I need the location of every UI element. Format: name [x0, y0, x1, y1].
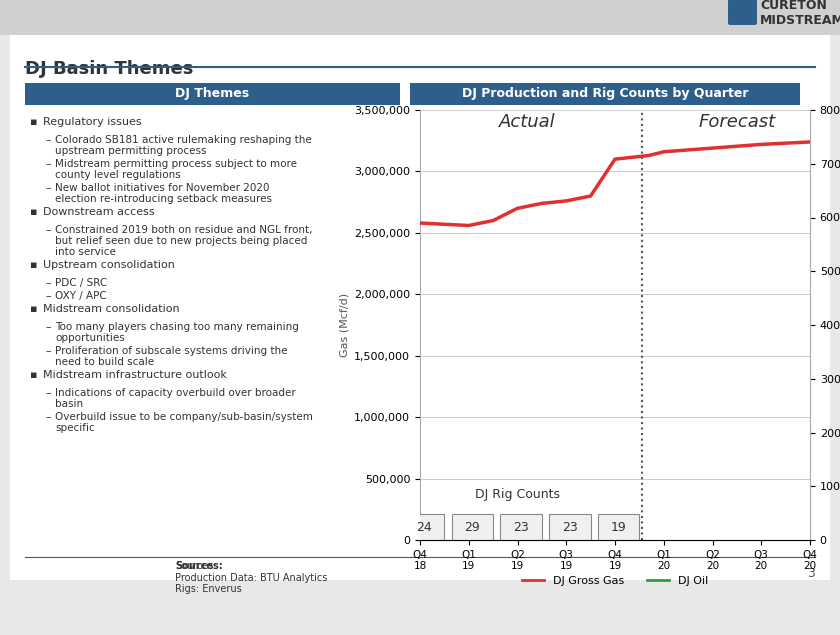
Text: Midstream consolidation: Midstream consolidation — [43, 304, 180, 314]
Text: 23: 23 — [562, 521, 578, 534]
Text: ▪: ▪ — [30, 260, 38, 270]
Bar — [410, 83, 800, 105]
Text: –: – — [45, 291, 50, 301]
Text: 3: 3 — [807, 567, 815, 580]
Bar — [598, 514, 639, 541]
Text: OXY / APC: OXY / APC — [55, 291, 107, 301]
Text: DJ Rig Counts: DJ Rig Counts — [475, 488, 560, 501]
Text: but relief seen due to new projects being placed: but relief seen due to new projects bein… — [55, 236, 307, 246]
Text: need to build scale: need to build scale — [55, 357, 154, 367]
Text: Upstream consolidation: Upstream consolidation — [43, 260, 175, 270]
Text: Forecast: Forecast — [698, 113, 775, 131]
Text: –: – — [45, 225, 50, 235]
Text: election re-introducing setback measures: election re-introducing setback measures — [55, 194, 272, 204]
Text: Constrained 2019 both on residue and NGL front,: Constrained 2019 both on residue and NGL… — [55, 225, 312, 235]
Text: –: – — [45, 278, 50, 288]
Text: opportunities: opportunities — [55, 333, 125, 343]
Text: –: – — [45, 159, 50, 169]
Text: Sources:
Production Data: BTU Analytics
Rigs: Enverus: Sources: Production Data: BTU Analytics … — [175, 561, 328, 594]
Text: Midstream permitting process subject to more: Midstream permitting process subject to … — [55, 159, 297, 169]
Text: Midstream infrastructure outlook: Midstream infrastructure outlook — [43, 370, 227, 380]
Text: 19: 19 — [611, 521, 627, 534]
Text: 29: 29 — [465, 521, 480, 534]
Bar — [403, 514, 444, 541]
Text: ▪: ▪ — [30, 304, 38, 314]
Text: DJ Basin Themes: DJ Basin Themes — [25, 60, 193, 78]
Text: Proliferation of subscale systems driving the: Proliferation of subscale systems drivin… — [55, 346, 287, 356]
Text: into service: into service — [55, 247, 116, 257]
Text: –: – — [45, 412, 50, 422]
Text: –: – — [45, 183, 50, 193]
Bar — [0, 0, 840, 35]
Text: Downstream access: Downstream access — [43, 207, 155, 217]
Text: basin: basin — [55, 399, 83, 409]
Text: 23: 23 — [513, 521, 529, 534]
Text: –: – — [45, 388, 50, 398]
Bar — [25, 83, 400, 105]
Text: Too many players chasing too many remaining: Too many players chasing too many remain… — [55, 322, 299, 332]
Text: –: – — [45, 322, 50, 332]
Bar — [452, 514, 493, 541]
Y-axis label: Gas (Mcf/d): Gas (Mcf/d) — [340, 293, 350, 357]
Text: Colorado SB181 active rulemaking reshaping the: Colorado SB181 active rulemaking reshapi… — [55, 135, 312, 145]
Text: specific: specific — [55, 423, 95, 433]
Bar — [501, 514, 542, 541]
Text: DJ Production and Rig Counts by Quarter: DJ Production and Rig Counts by Quarter — [462, 88, 748, 100]
Text: ▪: ▪ — [30, 207, 38, 217]
Text: Regulatory issues: Regulatory issues — [43, 117, 142, 127]
Text: 24: 24 — [416, 521, 432, 534]
Text: New ballot initiatives for November 2020: New ballot initiatives for November 2020 — [55, 183, 270, 193]
FancyBboxPatch shape — [728, 0, 757, 25]
Text: DJ Themes: DJ Themes — [175, 88, 249, 100]
Text: –: – — [45, 346, 50, 356]
Text: Indications of capacity overbuild over broader: Indications of capacity overbuild over b… — [55, 388, 296, 398]
FancyBboxPatch shape — [10, 35, 830, 580]
Text: ▪: ▪ — [30, 370, 38, 380]
Text: upstream permitting process: upstream permitting process — [55, 146, 207, 156]
Text: Overbuild issue to be company/sub-basin/system: Overbuild issue to be company/sub-basin/… — [55, 412, 312, 422]
Text: Actual: Actual — [499, 113, 555, 131]
Text: PDC / SRC: PDC / SRC — [55, 278, 108, 288]
Text: –: – — [45, 135, 50, 145]
Text: Sources:: Sources: — [175, 561, 223, 571]
Text: ▪: ▪ — [30, 117, 38, 127]
Text: CURETON
MIDSTREAM: CURETON MIDSTREAM — [760, 0, 840, 27]
Legend: DJ Gross Gas, DJ Oil: DJ Gross Gas, DJ Oil — [517, 572, 712, 591]
Text: county level regulations: county level regulations — [55, 170, 181, 180]
Bar — [549, 514, 591, 541]
